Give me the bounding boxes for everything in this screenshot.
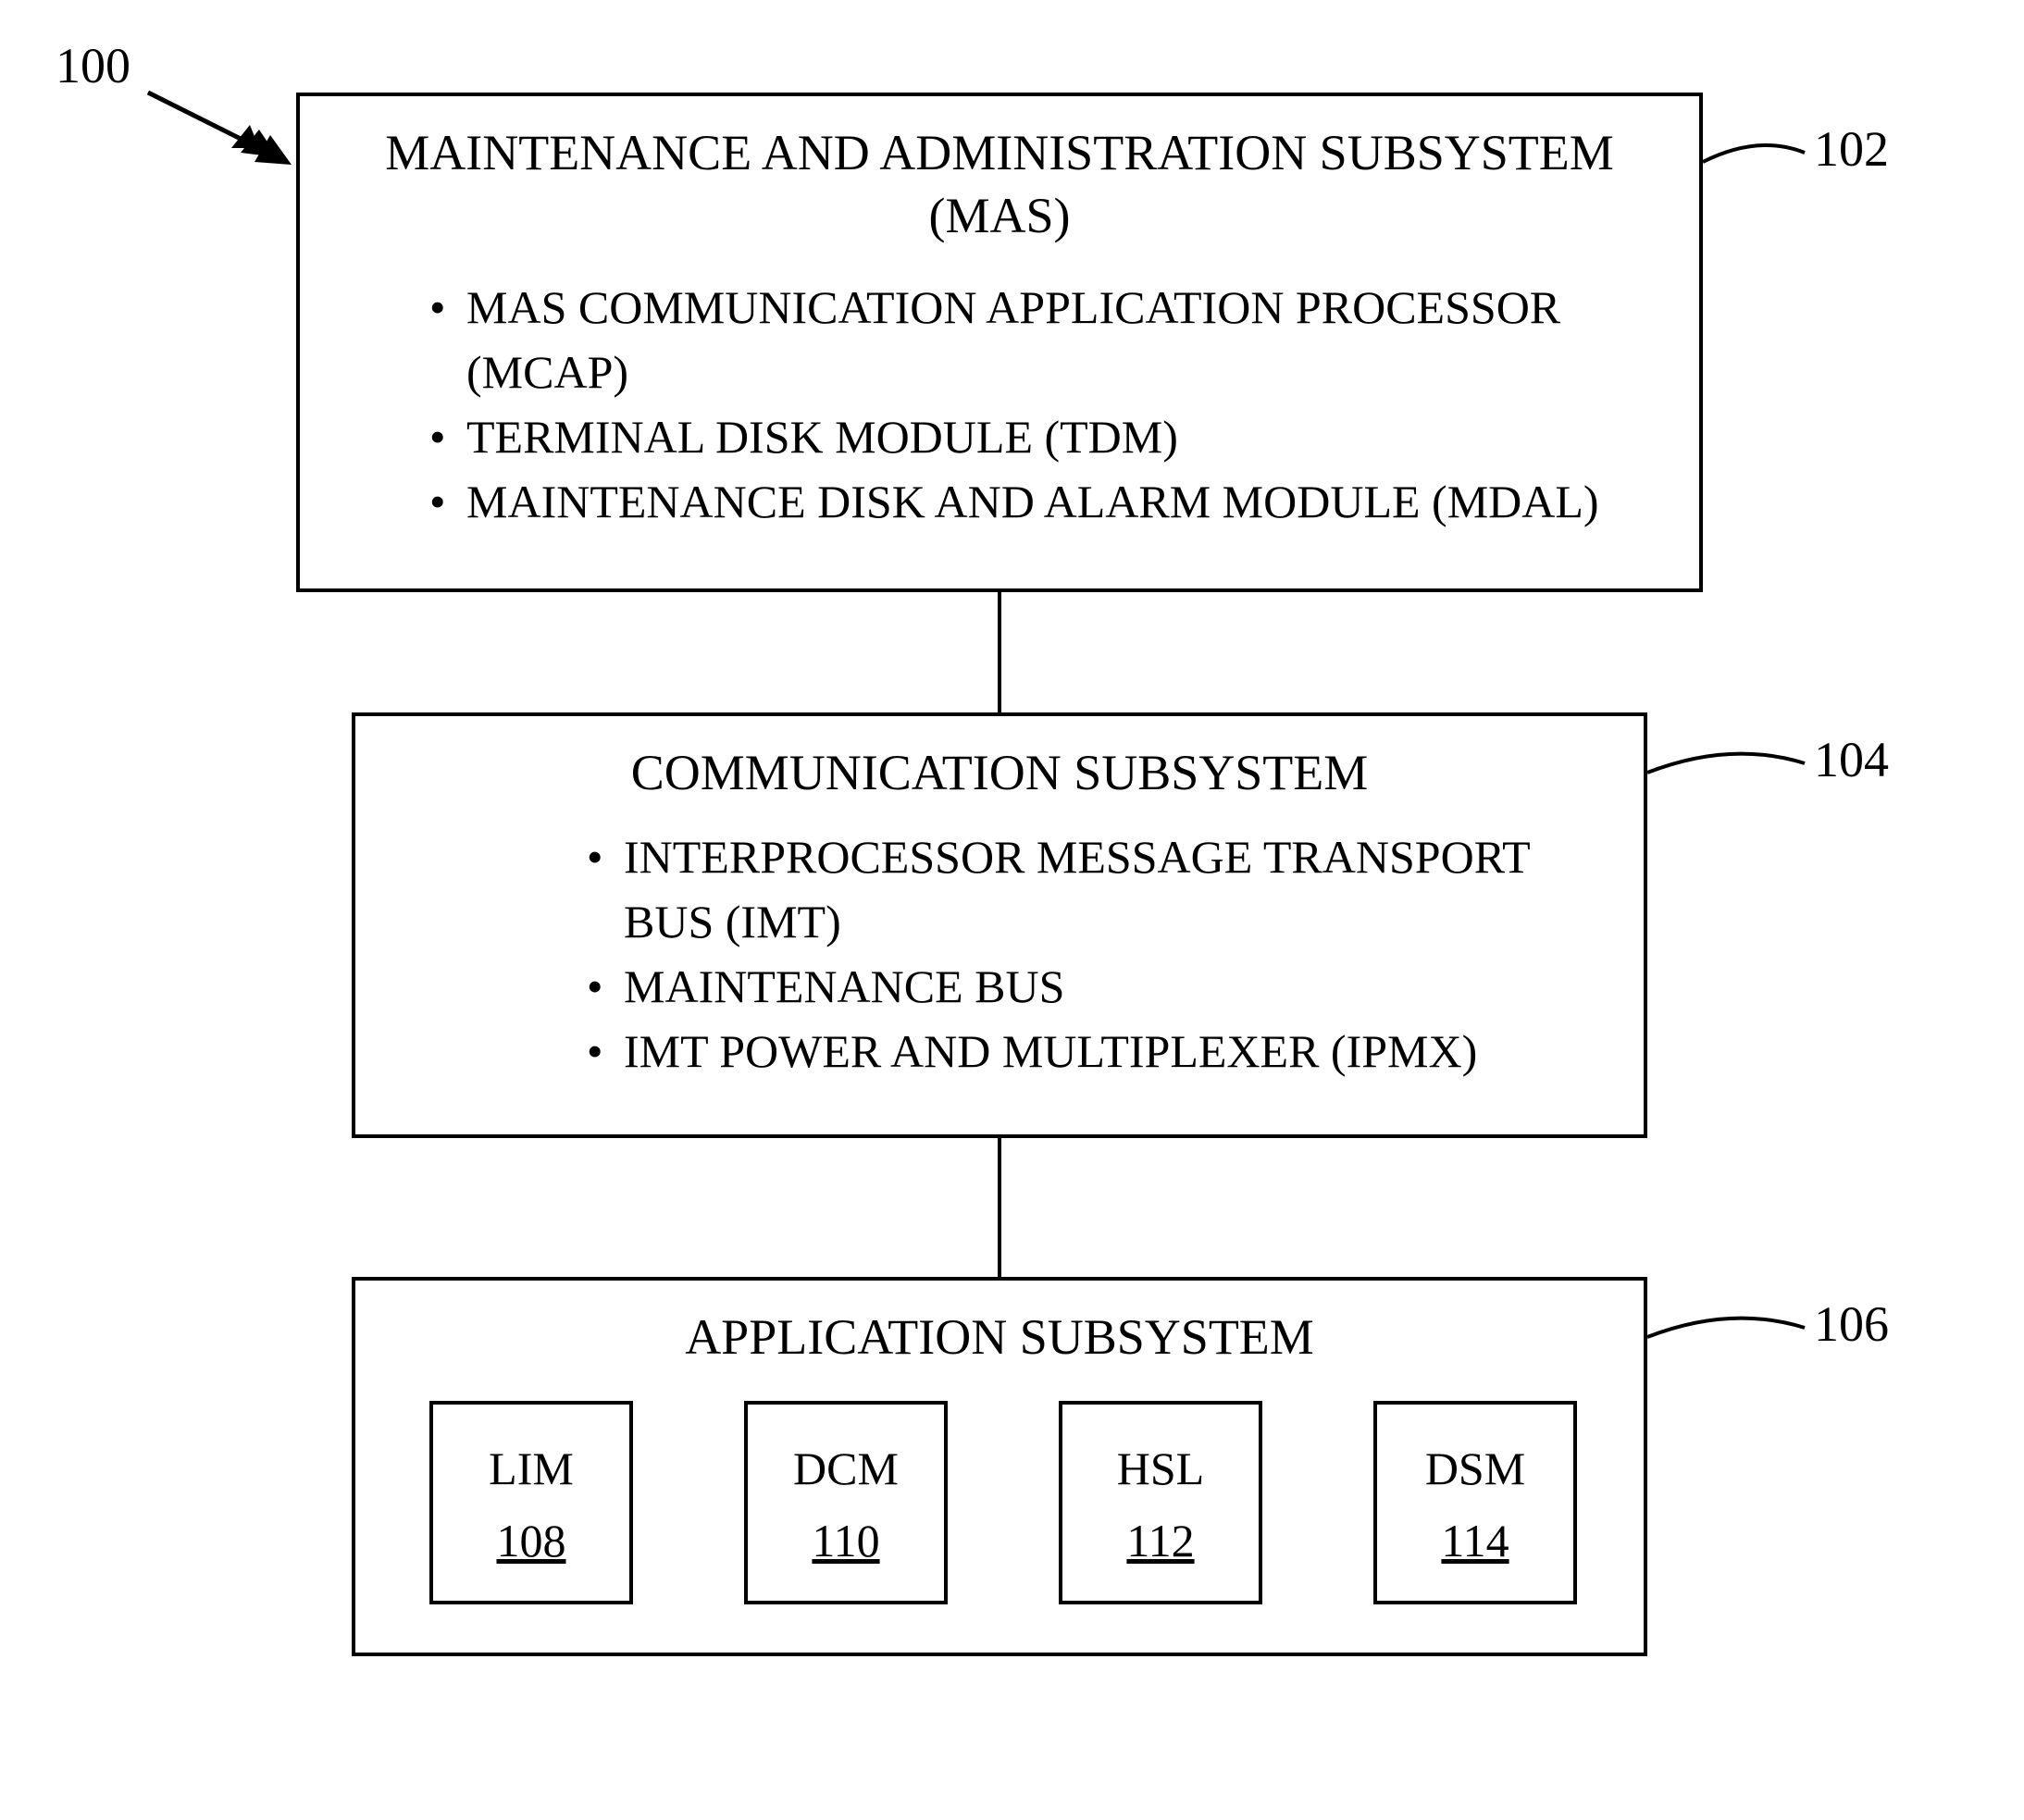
comm-bullet-2: IMT POWER AND MULTIPLEXER (IPMX) xyxy=(568,1019,1607,1083)
comm-bullet-1-l1: MAINTENANCE BUS xyxy=(624,960,1064,1012)
sub-hsl-num: 112 xyxy=(1062,1514,1259,1567)
sub-lim-label: LIM xyxy=(489,1442,574,1494)
sub-box-dcm: DCM 110 xyxy=(744,1401,948,1604)
connector-comm-app xyxy=(998,1138,1001,1277)
mas-bullets: MAS COMMUNICATION APPLICATION PROCESSOR … xyxy=(411,275,1662,534)
comm-bullets: INTERPROCESSOR MESSAGE TRANSPORT BUS (IM… xyxy=(568,824,1607,1083)
connector-mas-comm xyxy=(998,592,1001,712)
mas-bullet-0-l1: MAS COMMUNICATION APPLICATION PROCESSOR xyxy=(466,281,1560,333)
comm-bullet-0: INTERPROCESSOR MESSAGE TRANSPORT BUS (IM… xyxy=(568,824,1607,954)
comm-bullet-0-l1: INTERPROCESSOR MESSAGE TRANSPORT xyxy=(624,831,1531,883)
comm-bullet-1: MAINTENANCE BUS xyxy=(568,954,1607,1019)
sub-box-lim: LIM 108 xyxy=(429,1401,633,1604)
mas-bullet-2: MAINTENANCE DISK AND ALARM MODULE (MDAL) xyxy=(411,469,1662,534)
leader-app xyxy=(1647,1309,1814,1365)
sub-box-hsl: HSL 112 xyxy=(1059,1401,1262,1604)
mas-title-l1: MAINTENANCE AND ADMINISTRATION SUBSYSTEM xyxy=(385,125,1614,180)
sub-dcm-label: DCM xyxy=(793,1442,899,1494)
sub-hsl-label: HSL xyxy=(1117,1442,1204,1494)
ref-app: 106 xyxy=(1814,1295,1889,1353)
ref-comm: 104 xyxy=(1814,731,1889,788)
box-mas: MAINTENANCE AND ADMINISTRATION SUBSYSTEM… xyxy=(296,93,1703,592)
sub-dcm-num: 110 xyxy=(748,1514,944,1567)
ref-mas: 102 xyxy=(1814,120,1889,178)
leader-mas xyxy=(1703,134,1814,190)
comm-bullet-0-l2: BUS (IMT) xyxy=(624,896,841,947)
mas-bullet-1-l1: TERMINAL DISK MODULE (TDM) xyxy=(466,411,1178,463)
sub-lim-num: 108 xyxy=(433,1514,629,1567)
mas-title-l2: (MAS) xyxy=(928,188,1070,243)
comm-bullet-2-l1: IMT POWER AND MULTIPLEXER (IPMX) xyxy=(624,1025,1477,1077)
mas-title: MAINTENANCE AND ADMINISTRATION SUBSYSTEM… xyxy=(300,122,1699,247)
leader-comm xyxy=(1647,745,1814,800)
sub-dsm-label: DSM xyxy=(1425,1442,1525,1494)
box-comm: COMMUNICATION SUBSYSTEM INTERPROCESSOR M… xyxy=(352,712,1647,1138)
mas-bullet-0-l2: (MCAP) xyxy=(466,346,628,398)
mas-bullet-1: TERMINAL DISK MODULE (TDM) xyxy=(411,404,1662,469)
mas-bullet-0: MAS COMMUNICATION APPLICATION PROCESSOR … xyxy=(411,275,1662,404)
app-sub-boxes: LIM 108 DCM 110 HSL 112 DSM 114 xyxy=(429,1401,1577,1604)
sub-dsm-num: 114 xyxy=(1377,1514,1573,1567)
diagram-canvas: 100 MAINTENANCE AND ADMINISTRATION SUBSY… xyxy=(0,0,2024,1820)
app-title: APPLICATION SUBSYSTEM xyxy=(355,1308,1644,1366)
comm-title: COMMUNICATION SUBSYSTEM xyxy=(355,744,1644,801)
mas-bullet-2-l1: MAINTENANCE DISK AND ALARM MODULE (MDAL) xyxy=(466,476,1599,527)
box-app: APPLICATION SUBSYSTEM LIM 108 DCM 110 HS… xyxy=(352,1277,1647,1656)
sub-box-dsm: DSM 114 xyxy=(1373,1401,1577,1604)
ref-overall: 100 xyxy=(56,37,130,94)
